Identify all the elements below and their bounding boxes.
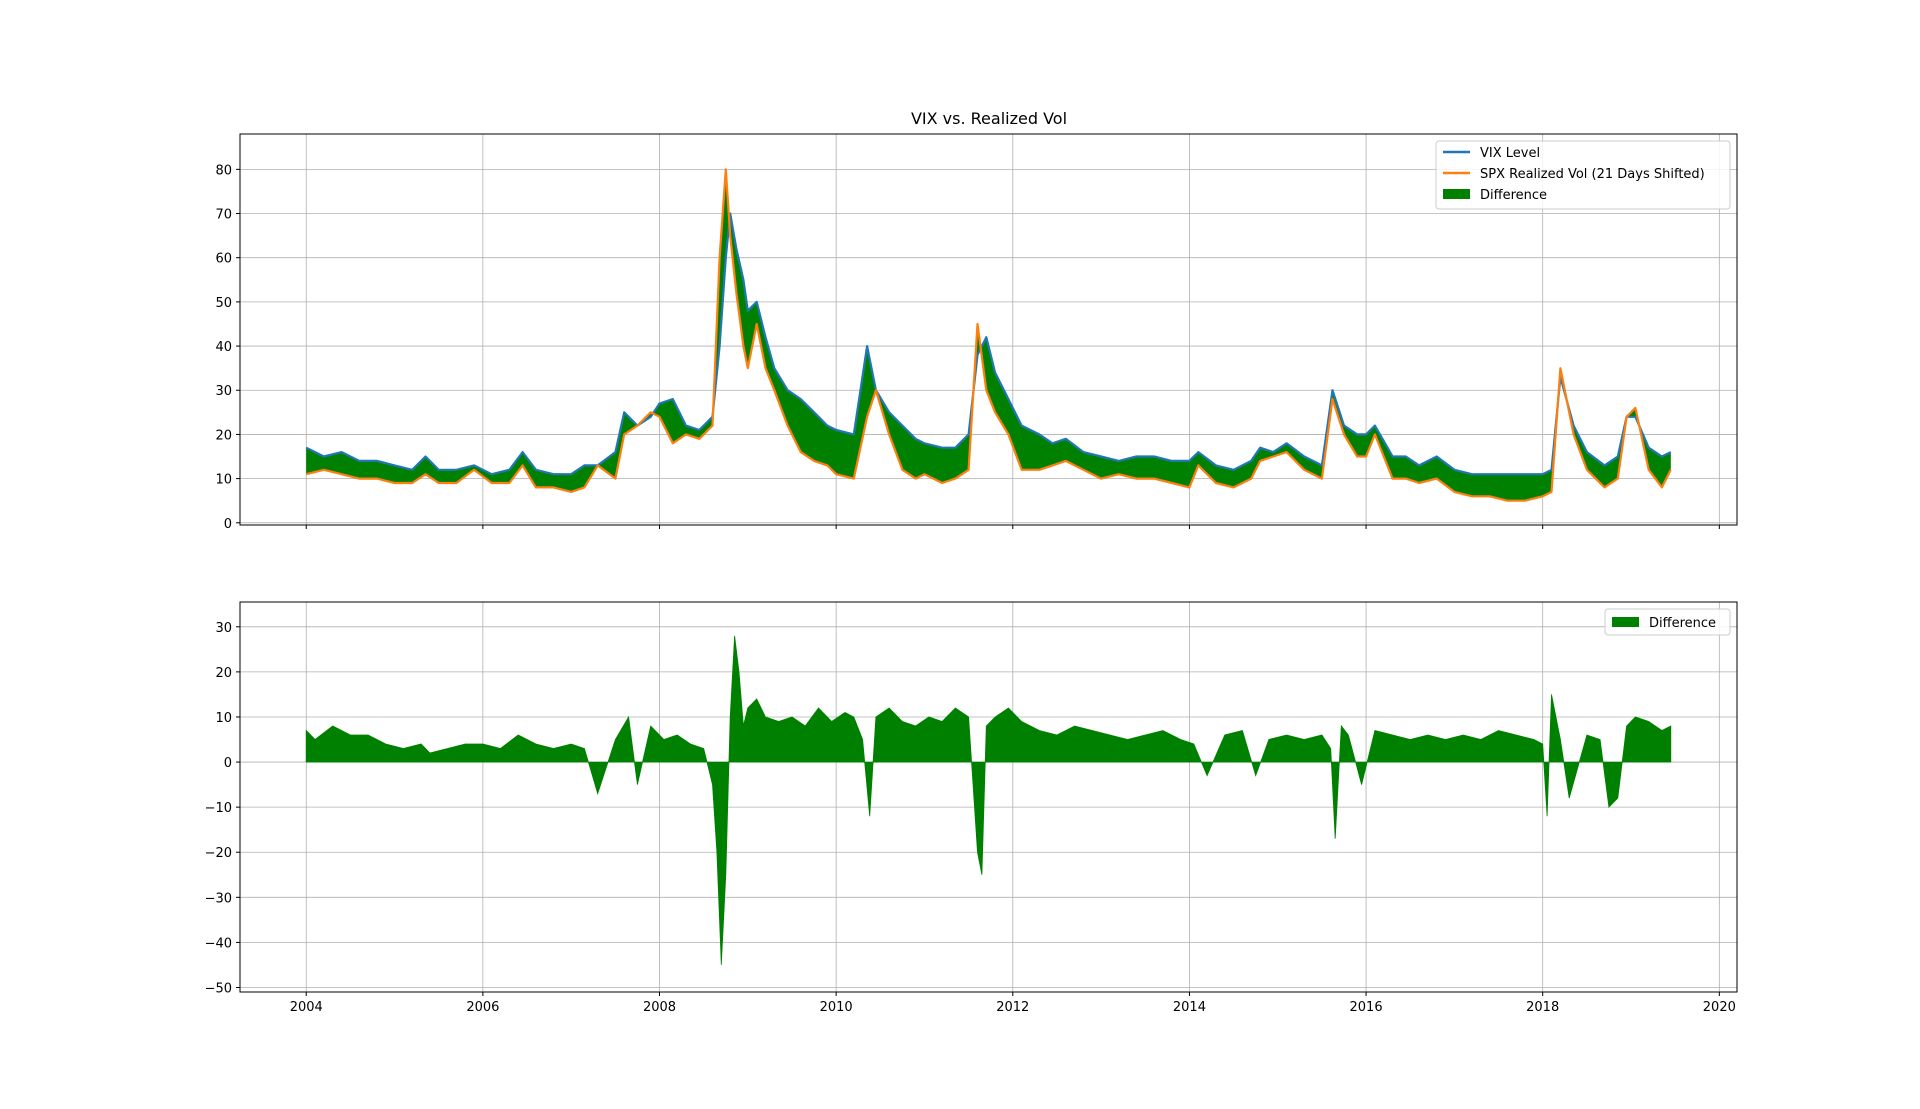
legend-swatch-difference xyxy=(1443,189,1470,199)
y-tick-label: 60 xyxy=(215,252,232,267)
top-x-axis xyxy=(305,525,1720,529)
x-tick-label: 2018 xyxy=(1526,1000,1559,1015)
y-tick-label: 80 xyxy=(215,163,232,178)
x-tick-label: 2010 xyxy=(820,1000,853,1015)
x-tick-label: 2006 xyxy=(466,1000,499,1015)
y-tick-label: 20 xyxy=(215,428,232,443)
x-tick-label: 2012 xyxy=(996,1000,1029,1015)
bottom-plot-area xyxy=(305,635,1672,965)
legend-swatch-difference-bottom xyxy=(1612,617,1639,627)
y-tick-label: −20 xyxy=(205,846,232,861)
x-tick-label: 2004 xyxy=(290,1000,323,1015)
bottom-y-axis: −50 −40 −30 −20 −10 0 10 20 30 xyxy=(205,621,240,996)
y-tick-label: 20 xyxy=(215,666,232,681)
top-plot-area xyxy=(305,168,1672,502)
y-tick-label: −50 xyxy=(205,981,232,996)
x-tick-label: 2020 xyxy=(1703,1000,1736,1015)
y-tick-label: 40 xyxy=(215,340,232,355)
y-tick-label: 0 xyxy=(224,517,232,532)
y-tick-label: 0 xyxy=(224,756,232,771)
legend-label-vix: VIX Level xyxy=(1480,146,1540,161)
legend-label-realized: SPX Realized Vol (21 Days Shifted) xyxy=(1480,167,1705,182)
y-tick-label: 50 xyxy=(215,296,232,311)
y-tick-label: −10 xyxy=(205,801,232,816)
bottom-x-axis: 2004 2006 2008 2010 2012 2014 2016 2018 2020 xyxy=(290,992,1736,1015)
x-tick-label: 2016 xyxy=(1350,1000,1383,1015)
top-y-axis: 0 10 20 30 40 50 60 70 80 xyxy=(215,163,240,532)
top-legend-box xyxy=(1435,140,1731,210)
bottom-legend[interactable]: Difference xyxy=(1604,608,1731,636)
y-tick-label: −30 xyxy=(205,891,232,906)
legend-label-difference: Difference xyxy=(1480,188,1547,203)
y-tick-label: 30 xyxy=(215,621,232,636)
y-tick-label: −40 xyxy=(205,936,232,951)
chart-title: VIX vs. Realized Vol xyxy=(911,109,1067,128)
y-tick-label: 70 xyxy=(215,208,232,223)
spx-realized-vol-line xyxy=(305,168,1672,502)
legend-label-difference-bottom: Difference xyxy=(1649,616,1716,631)
x-tick-label: 2008 xyxy=(643,1000,676,1015)
vix-realized-subplot: VIX vs. Realized Vol 0 10 20 30 40 50 60 70 80 V… xyxy=(215,109,1738,532)
bottom-legend-box xyxy=(1604,608,1731,636)
top-axes-frame xyxy=(239,133,1738,526)
y-tick-label: 10 xyxy=(215,711,232,726)
vix-level-line xyxy=(305,212,1672,476)
y-tick-label: 10 xyxy=(215,473,232,488)
y-tick-label: 30 xyxy=(215,384,232,399)
top-legend[interactable]: VIX Level SPX Realized Vol (21 Days Shif… xyxy=(1435,140,1731,210)
difference-area xyxy=(305,635,1672,965)
bottom-axes-frame xyxy=(239,601,1738,993)
x-tick-label: 2014 xyxy=(1173,1000,1206,1015)
